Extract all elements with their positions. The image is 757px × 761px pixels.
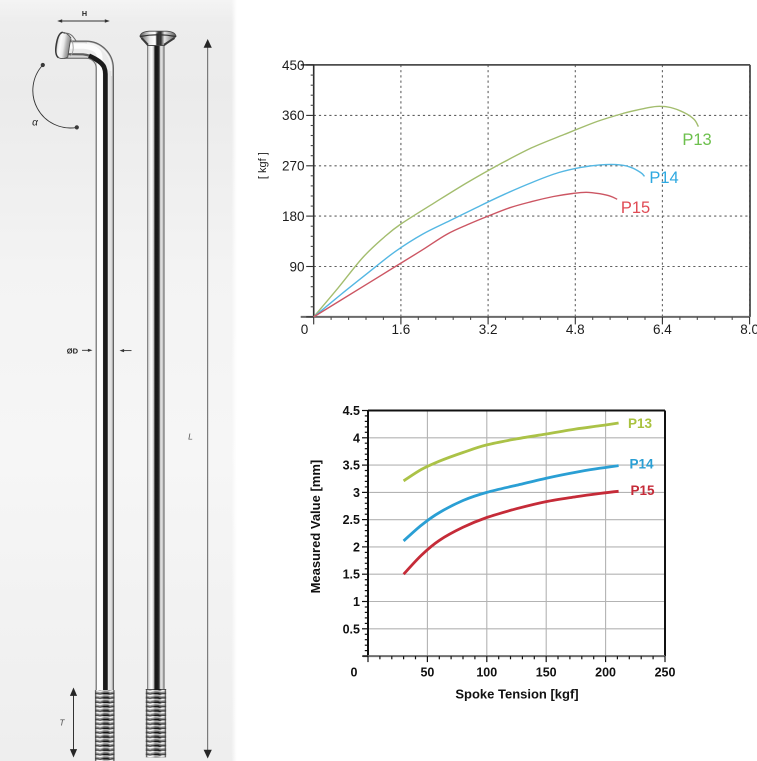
svg-text:4.8: 4.8 xyxy=(566,322,585,337)
svg-text:0.5: 0.5 xyxy=(343,622,360,636)
svg-text:1.6: 1.6 xyxy=(392,322,411,337)
svg-text:1: 1 xyxy=(353,595,360,609)
svg-text:[ kgf ]: [ kgf ] xyxy=(257,152,269,179)
svg-text:Spoke Tension [kgf]: Spoke Tension [kgf] xyxy=(455,687,578,702)
svg-text:50: 50 xyxy=(420,666,434,680)
svg-text:200: 200 xyxy=(595,666,616,680)
svg-text:3: 3 xyxy=(353,486,360,500)
svg-text:2.5: 2.5 xyxy=(343,513,360,527)
svg-text:2: 2 xyxy=(353,540,360,554)
svg-text:P14: P14 xyxy=(629,457,654,472)
svg-text:3.2: 3.2 xyxy=(479,322,498,337)
svg-text:90: 90 xyxy=(289,259,304,274)
svg-text:P14: P14 xyxy=(649,169,678,187)
svg-text:250: 250 xyxy=(655,666,676,680)
svg-text:H: H xyxy=(82,9,87,18)
svg-text:P13: P13 xyxy=(628,416,653,431)
svg-text:1.5: 1.5 xyxy=(343,568,360,582)
svg-text:Measured Value [mm]: Measured Value [mm] xyxy=(308,460,323,594)
svg-text:6.4: 6.4 xyxy=(653,322,672,337)
svg-text:100: 100 xyxy=(476,666,497,680)
svg-text:270: 270 xyxy=(282,159,305,174)
svg-text:8.0: 8.0 xyxy=(740,322,757,337)
svg-text:T: T xyxy=(60,719,66,728)
svg-text:0: 0 xyxy=(301,322,309,337)
svg-text:4: 4 xyxy=(353,431,360,445)
svg-text:P15: P15 xyxy=(621,199,650,217)
svg-text:3.5: 3.5 xyxy=(343,459,360,473)
svg-text:180: 180 xyxy=(282,209,305,224)
svg-text:L: L xyxy=(188,432,193,442)
svg-text:α: α xyxy=(32,118,38,129)
svg-text:150: 150 xyxy=(536,666,557,680)
svg-text:360: 360 xyxy=(282,108,305,123)
svg-text:4.5: 4.5 xyxy=(343,404,360,418)
svg-text:ØD: ØD xyxy=(67,346,79,355)
svg-text:P15: P15 xyxy=(630,483,655,498)
svg-text:0: 0 xyxy=(351,666,358,680)
svg-text:450: 450 xyxy=(282,58,305,73)
svg-text:P13: P13 xyxy=(682,131,711,149)
